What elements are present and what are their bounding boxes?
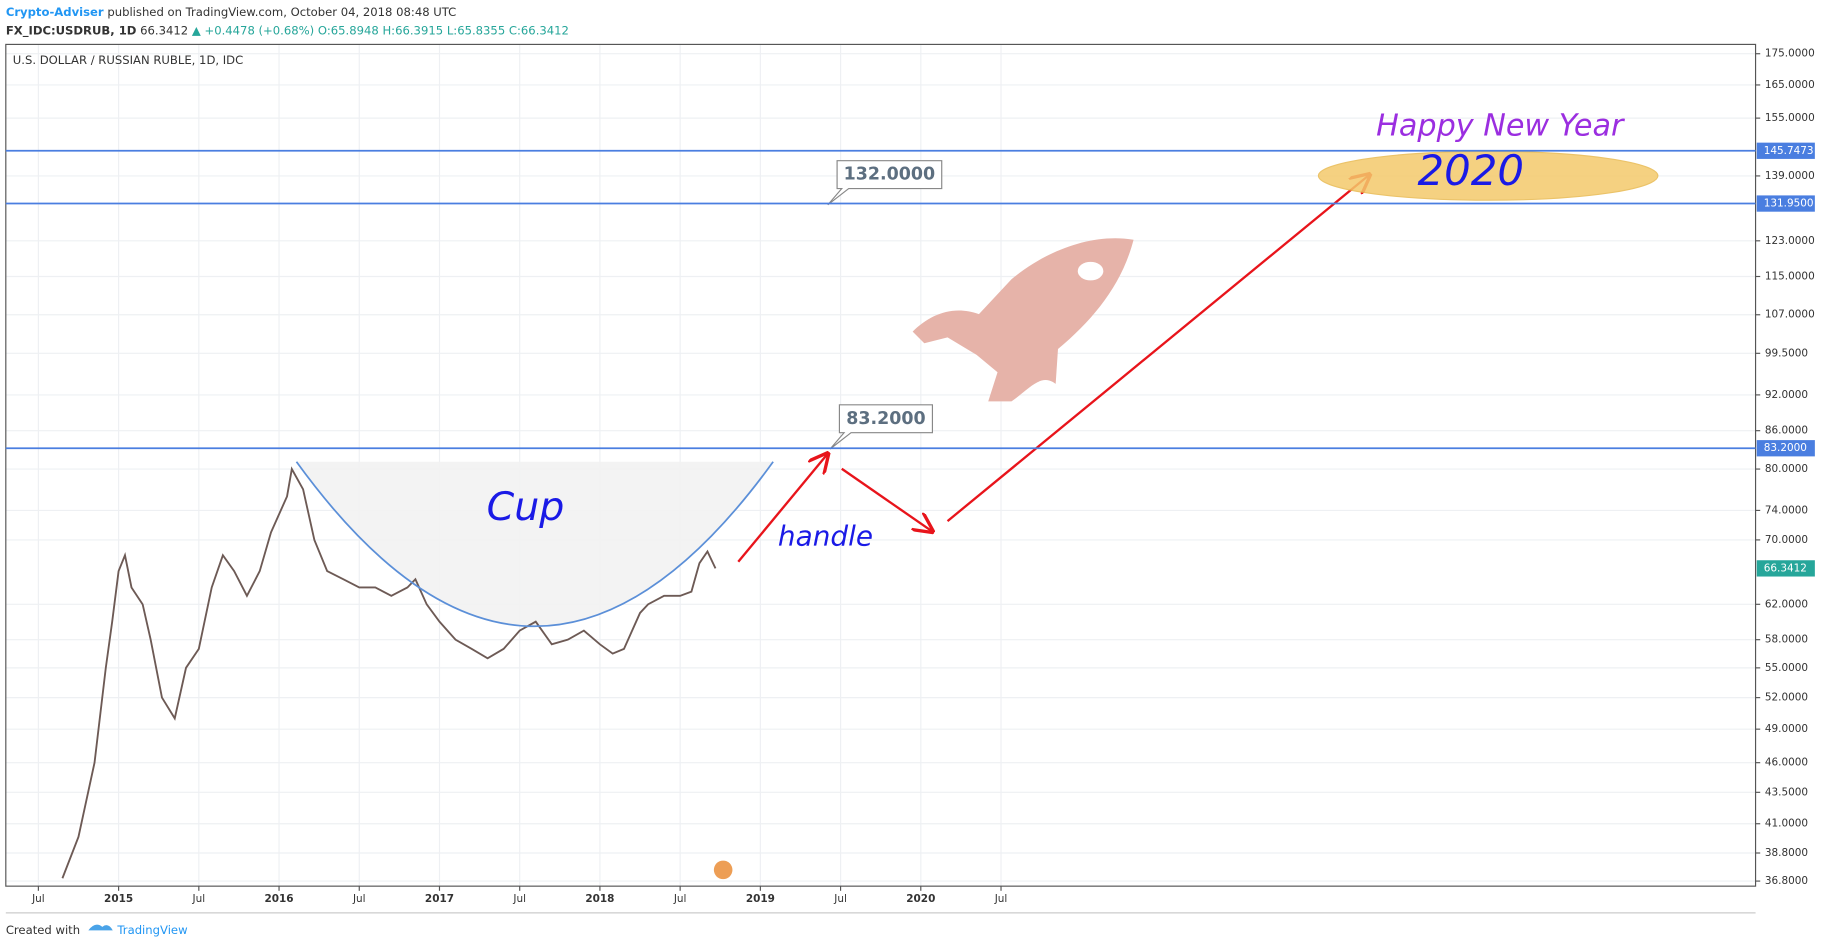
brand-logo: [88, 924, 113, 931]
y-tick-label: 123.0000: [1765, 235, 1815, 247]
y-tick-label: 58.0000: [1765, 634, 1808, 646]
price-label: 131.9500: [1764, 198, 1814, 210]
marks: [61, 466, 717, 879]
cup-label: Cup: [487, 484, 565, 530]
close: C:66.3412: [509, 23, 569, 37]
x-tick-label: 2016: [264, 893, 293, 905]
y-tick-label: 175.0000: [1765, 48, 1815, 60]
x-tick-label: Jul: [192, 893, 206, 905]
y-tick-label: 74.0000: [1765, 504, 1808, 516]
y-tick-label: 52.0000: [1765, 692, 1808, 704]
callout: [829, 404, 934, 450]
price-label-bg: [1756, 195, 1815, 212]
price-line: [61, 466, 717, 879]
ticker-line: FX_IDC:USDRUB, 1D 66.3412 ▲ +0.4478 (+0.…: [6, 23, 569, 38]
header-line: Crypto-Adviser published on TradingView.…: [6, 4, 456, 18]
x-tick-label: Jul: [994, 893, 1008, 905]
x-tick-label: 2017: [425, 893, 454, 905]
x-tick-label: Jul: [352, 893, 366, 905]
y-tick-label: 115.0000: [1765, 270, 1815, 282]
x-tick-label: Jul: [673, 893, 687, 905]
footer-text: Created with: [6, 923, 80, 937]
published: published on TradingView.com, October 04…: [107, 4, 456, 18]
x-tick-label: Jul: [31, 893, 45, 905]
y-tick-label: 92.0000: [1765, 389, 1808, 401]
x-tick-label: 2015: [104, 893, 133, 905]
chart-title: U.S. DOLLAR / RUSSIAN RUBLE, 1D, IDC: [13, 53, 243, 67]
events-icon[interactable]: [713, 860, 733, 880]
footer-brand[interactable]: TradingView: [116, 923, 187, 937]
y-tick-label: 155.0000: [1765, 112, 1815, 124]
y-tick-label: 107.0000: [1765, 309, 1815, 321]
handle-label: handle: [778, 519, 873, 552]
symbol: FX_IDC:USDRUB, 1D: [6, 23, 137, 38]
y-tick-label: 41.0000: [1765, 818, 1808, 830]
arrow: [841, 467, 933, 532]
high: H:66.3915: [382, 23, 443, 37]
arrow: [737, 454, 828, 563]
low: L:65.8355: [447, 23, 505, 37]
price-label: 66.3412: [1764, 562, 1807, 574]
y-tick-label: 55.0000: [1765, 662, 1808, 674]
callout: [827, 160, 943, 206]
open: O:65.8948: [318, 23, 379, 37]
cup-curve: [295, 461, 774, 627]
y-tick-label: 139.0000: [1765, 170, 1815, 182]
greeting: Happy New Year: [1376, 108, 1625, 143]
y-tick-label: 49.0000: [1765, 723, 1808, 735]
year-label: 2020: [1417, 146, 1524, 195]
y-tick-label: 70.0000: [1765, 534, 1808, 546]
callout-text: 132.0000: [844, 165, 935, 185]
price-label-bg: [1756, 560, 1815, 577]
price-label-bg: [1756, 440, 1815, 457]
x-tick-label: 2020: [906, 893, 935, 905]
callout-text: 83.2000: [846, 409, 925, 429]
x-tick-label: 2018: [585, 893, 614, 905]
arrow: [946, 175, 1370, 522]
x-tick-label: Jul: [512, 893, 526, 905]
y-tick-label: 165.0000: [1765, 79, 1815, 91]
y-tick-label: 80.0000: [1765, 463, 1808, 475]
price-label: 83.2000: [1764, 442, 1807, 454]
y-tick-label: 99.5000: [1765, 347, 1808, 359]
change: ▲ +0.4478 (+0.68%): [192, 23, 314, 37]
price-label-bg: [1756, 142, 1815, 159]
rocket: [912, 238, 1134, 402]
last: 66.3412: [140, 23, 188, 37]
y-tick-label: 46.0000: [1765, 757, 1808, 769]
author[interactable]: Crypto-Adviser: [6, 4, 104, 18]
y-tick-label: 38.8000: [1765, 847, 1808, 859]
price-label: 145.7473: [1764, 145, 1814, 157]
y-tick-label: 36.8000: [1765, 875, 1808, 887]
y-tick-label: 86.0000: [1765, 425, 1808, 437]
y-tick-label: 62.0000: [1765, 598, 1808, 610]
rocket-window: [1077, 261, 1104, 281]
x-tick-label: Jul: [833, 893, 847, 905]
plot-frame: [5, 43, 1757, 887]
y-tick-label: 43.5000: [1765, 786, 1808, 798]
x-tick-label: 2019: [746, 893, 775, 905]
